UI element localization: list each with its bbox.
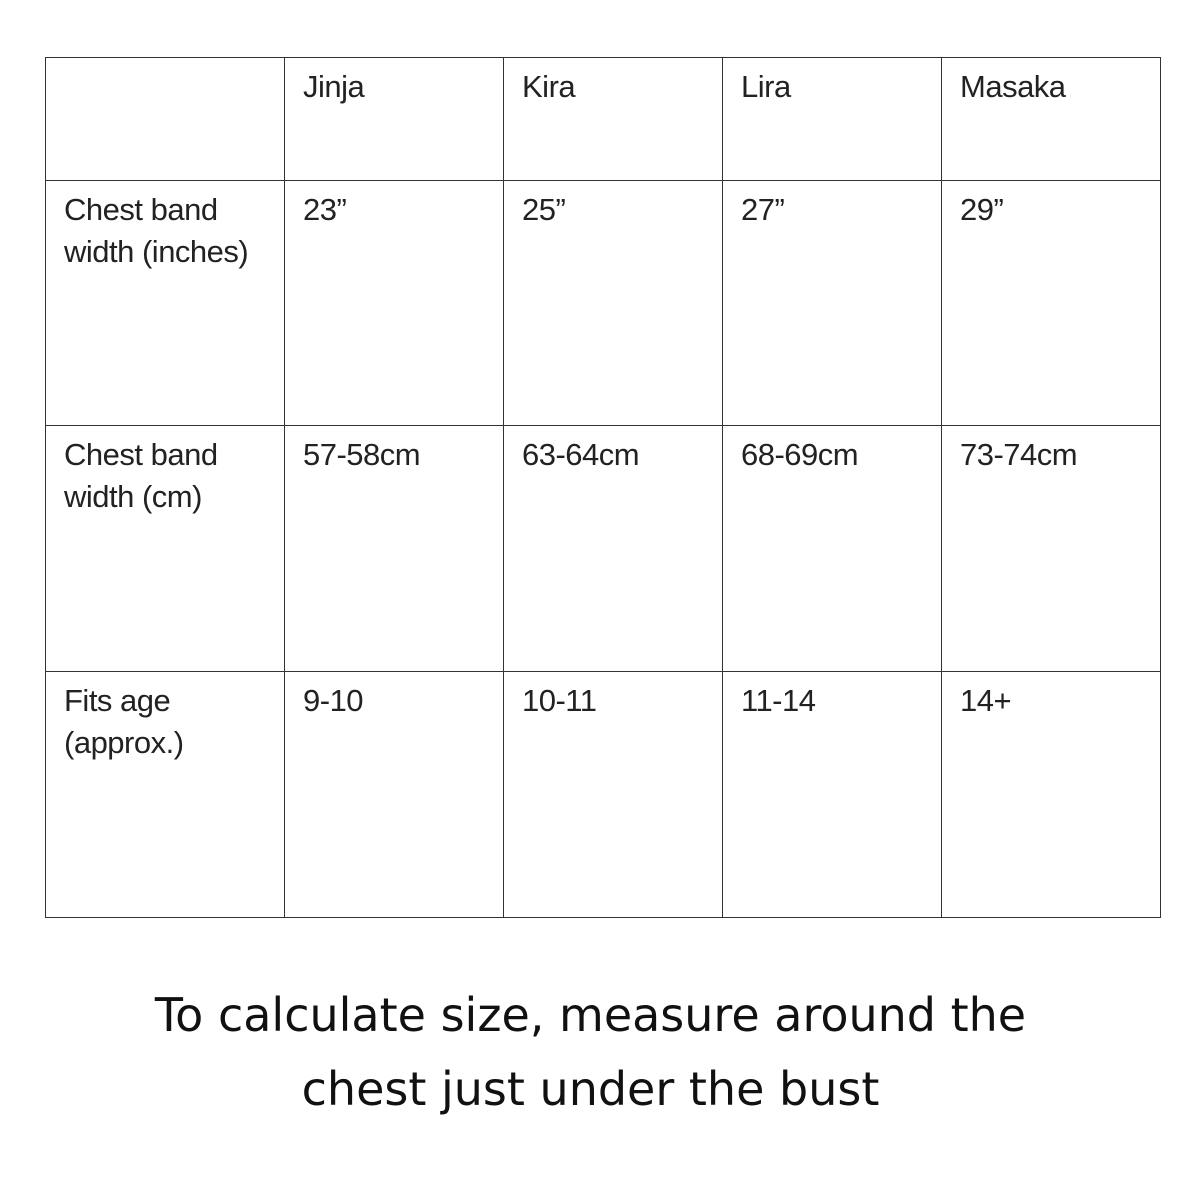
- table-cell: 73-74cm: [941, 425, 1161, 672]
- table-cell: 25”: [503, 180, 723, 426]
- header-cell-empty: [45, 57, 285, 181]
- row-label: Chest band width (cm): [45, 425, 285, 672]
- size-chart-table: Jinja Kira Lira Masaka Chest band width …: [45, 57, 1161, 918]
- table-cell: 23”: [284, 180, 504, 426]
- header-cell-lira: Lira: [722, 57, 942, 181]
- table-cell: 57-58cm: [284, 425, 504, 672]
- table-row: Chest band width (cm) 57-58cm 63-64cm 68…: [45, 425, 1161, 672]
- row-label: Chest band width (inches): [45, 180, 285, 426]
- measurement-instructions: To calculate size, measure around the ch…: [0, 978, 1181, 1126]
- table-cell: 63-64cm: [503, 425, 723, 672]
- header-row: Jinja Kira Lira Masaka: [45, 57, 1161, 181]
- table-row: Fits age (approx.) 9-10 10-11 11-14 14+: [45, 671, 1161, 918]
- table-cell: 9-10: [284, 671, 504, 918]
- header-cell-masaka: Masaka: [941, 57, 1161, 181]
- table-row: Chest band width (inches) 23” 25” 27” 29…: [45, 180, 1161, 426]
- row-label: Fits age (approx.): [45, 671, 285, 918]
- table-cell: 14+: [941, 671, 1161, 918]
- caption-line: To calculate size, measure around the: [154, 988, 1027, 1042]
- table-cell: 11-14: [722, 671, 942, 918]
- table-cell: 27”: [722, 180, 942, 426]
- table-cell: 10-11: [503, 671, 723, 918]
- header-cell-kira: Kira: [503, 57, 723, 181]
- table-cell: 68-69cm: [722, 425, 942, 672]
- table-cell: 29”: [941, 180, 1161, 426]
- caption-line: chest just under the bust: [301, 1062, 880, 1116]
- header-cell-jinja: Jinja: [284, 57, 504, 181]
